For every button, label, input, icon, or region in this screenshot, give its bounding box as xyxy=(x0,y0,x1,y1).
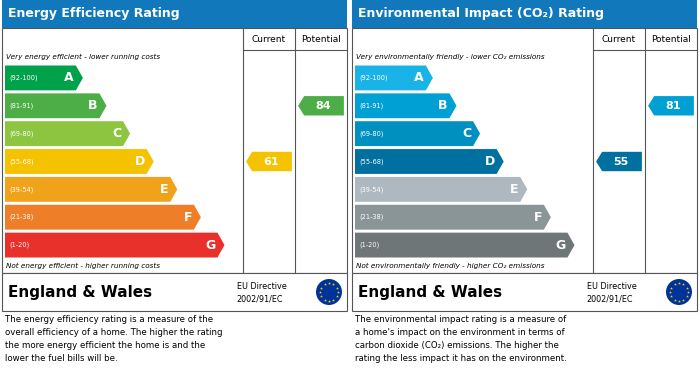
Text: (92-100): (92-100) xyxy=(9,75,38,81)
Polygon shape xyxy=(5,66,83,90)
Bar xyxy=(2,273,347,311)
Polygon shape xyxy=(355,205,551,230)
Text: F: F xyxy=(533,211,542,224)
Text: 81: 81 xyxy=(665,101,680,111)
Text: (21-38): (21-38) xyxy=(9,214,34,221)
Polygon shape xyxy=(5,177,177,202)
Text: D: D xyxy=(484,155,495,168)
Text: (39-54): (39-54) xyxy=(9,186,34,193)
Polygon shape xyxy=(355,93,456,118)
Text: 2002/91/EC: 2002/91/EC xyxy=(587,294,633,303)
Polygon shape xyxy=(355,233,575,258)
Text: 61: 61 xyxy=(263,156,279,167)
Text: 2002/91/EC: 2002/91/EC xyxy=(237,294,283,303)
Text: E: E xyxy=(510,183,518,196)
Text: A: A xyxy=(414,72,424,84)
Circle shape xyxy=(666,279,692,305)
Text: Potential: Potential xyxy=(301,34,341,43)
Bar xyxy=(2,28,347,273)
Polygon shape xyxy=(596,152,642,171)
Polygon shape xyxy=(355,177,527,202)
Polygon shape xyxy=(355,149,504,174)
Text: England & Wales: England & Wales xyxy=(8,285,152,300)
Text: (39-54): (39-54) xyxy=(359,186,384,193)
Polygon shape xyxy=(355,121,480,146)
Text: Very energy efficient - lower running costs: Very energy efficient - lower running co… xyxy=(6,54,160,60)
Circle shape xyxy=(316,279,342,305)
Text: The energy efficiency rating is a measure of the
overall efficiency of a home. T: The energy efficiency rating is a measur… xyxy=(5,315,223,362)
Text: (81-91): (81-91) xyxy=(9,102,34,109)
Bar xyxy=(352,28,697,273)
Text: D: D xyxy=(134,155,145,168)
Polygon shape xyxy=(5,93,106,118)
Polygon shape xyxy=(355,66,433,90)
Text: (69-80): (69-80) xyxy=(359,130,384,137)
Polygon shape xyxy=(5,233,225,258)
Text: C: C xyxy=(112,127,121,140)
Text: B: B xyxy=(88,99,97,112)
Text: 55: 55 xyxy=(613,156,629,167)
Text: EU Directive: EU Directive xyxy=(587,282,636,291)
Text: (92-100): (92-100) xyxy=(359,75,388,81)
Text: Energy Efficiency Rating: Energy Efficiency Rating xyxy=(8,7,180,20)
Text: (55-68): (55-68) xyxy=(9,158,34,165)
Polygon shape xyxy=(5,149,154,174)
Text: G: G xyxy=(205,239,216,251)
Text: (1-20): (1-20) xyxy=(359,242,379,248)
Text: B: B xyxy=(438,99,447,112)
Bar xyxy=(352,273,697,311)
Text: A: A xyxy=(64,72,74,84)
Text: Potential: Potential xyxy=(651,34,691,43)
Text: Very environmentally friendly - lower CO₂ emissions: Very environmentally friendly - lower CO… xyxy=(356,54,545,60)
Text: (69-80): (69-80) xyxy=(9,130,34,137)
Text: (81-91): (81-91) xyxy=(359,102,384,109)
Text: Not environmentally friendly - higher CO₂ emissions: Not environmentally friendly - higher CO… xyxy=(356,263,545,269)
Text: The environmental impact rating is a measure of
a home's impact on the environme: The environmental impact rating is a mea… xyxy=(355,315,567,362)
Polygon shape xyxy=(5,121,130,146)
Text: G: G xyxy=(555,239,566,251)
Text: Not energy efficient - higher running costs: Not energy efficient - higher running co… xyxy=(6,263,160,269)
Text: England & Wales: England & Wales xyxy=(358,285,502,300)
Text: Current: Current xyxy=(252,34,286,43)
Text: 84: 84 xyxy=(315,101,331,111)
Bar xyxy=(352,0,697,28)
Text: C: C xyxy=(462,127,471,140)
Text: (55-68): (55-68) xyxy=(359,158,384,165)
Bar xyxy=(2,0,347,28)
Text: F: F xyxy=(183,211,192,224)
Text: (1-20): (1-20) xyxy=(9,242,29,248)
Text: E: E xyxy=(160,183,168,196)
Polygon shape xyxy=(246,152,292,171)
Text: Current: Current xyxy=(602,34,636,43)
Text: EU Directive: EU Directive xyxy=(237,282,286,291)
Polygon shape xyxy=(5,205,201,230)
Text: Environmental Impact (CO₂) Rating: Environmental Impact (CO₂) Rating xyxy=(358,7,604,20)
Polygon shape xyxy=(298,96,344,115)
Text: (21-38): (21-38) xyxy=(359,214,384,221)
Polygon shape xyxy=(648,96,694,115)
